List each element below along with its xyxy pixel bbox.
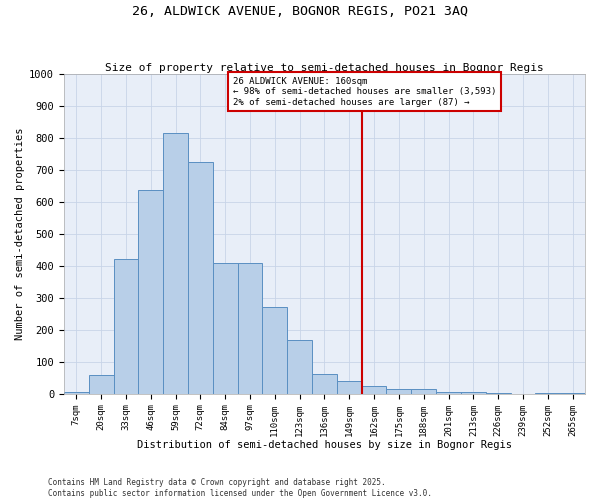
Y-axis label: Number of semi-detached properties: Number of semi-detached properties (15, 128, 25, 340)
Bar (262, 308, 287, 394)
Bar (213, 264, 238, 394)
Bar (535, 393, 560, 394)
Bar (64, 392, 89, 394)
Text: 26, ALDWICK AVENUE, BOGNOR REGIS, PO21 3AQ: 26, ALDWICK AVENUE, BOGNOR REGIS, PO21 3… (132, 5, 468, 18)
Bar (362, 386, 386, 394)
Bar (89, 374, 113, 394)
Bar (436, 392, 461, 394)
Bar (238, 264, 262, 394)
Bar (163, 133, 188, 394)
Bar (312, 374, 337, 394)
Text: Contains HM Land Registry data © Crown copyright and database right 2025.
Contai: Contains HM Land Registry data © Crown c… (48, 478, 432, 498)
Title: Size of property relative to semi-detached houses in Bognor Regis: Size of property relative to semi-detach… (105, 63, 544, 73)
X-axis label: Distribution of semi-detached houses by size in Bognor Regis: Distribution of semi-detached houses by … (137, 440, 512, 450)
Bar (486, 393, 511, 394)
Bar (139, 190, 163, 394)
Bar (188, 162, 213, 394)
Bar (461, 392, 486, 394)
Bar (287, 340, 312, 394)
Bar (337, 381, 362, 394)
Bar (113, 260, 139, 394)
Bar (386, 388, 411, 394)
Bar (411, 388, 436, 394)
Text: 26 ALDWICK AVENUE: 160sqm
← 98% of semi-detached houses are smaller (3,593)
2% o: 26 ALDWICK AVENUE: 160sqm ← 98% of semi-… (233, 77, 496, 107)
Bar (560, 393, 585, 394)
